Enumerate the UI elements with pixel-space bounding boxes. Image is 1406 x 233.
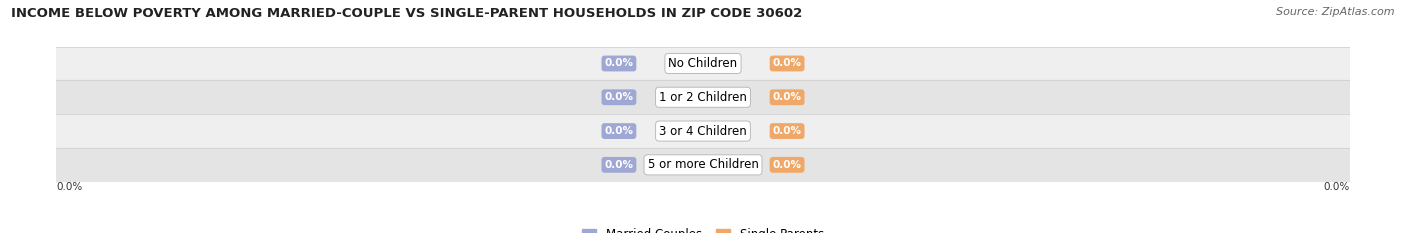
Bar: [56, 47, 1350, 80]
Text: INCOME BELOW POVERTY AMONG MARRIED-COUPLE VS SINGLE-PARENT HOUSEHOLDS IN ZIP COD: INCOME BELOW POVERTY AMONG MARRIED-COUPL…: [11, 7, 803, 20]
Text: 1 or 2 Children: 1 or 2 Children: [659, 91, 747, 104]
Text: 0.0%: 0.0%: [772, 126, 801, 136]
Text: 0.0%: 0.0%: [605, 126, 634, 136]
Text: 3 or 4 Children: 3 or 4 Children: [659, 125, 747, 137]
Text: 0.0%: 0.0%: [605, 58, 634, 69]
Bar: [56, 148, 1350, 182]
Text: 0.0%: 0.0%: [56, 182, 83, 192]
Text: 0.0%: 0.0%: [772, 92, 801, 102]
Bar: [56, 114, 1350, 148]
Legend: Married Couples, Single Parents: Married Couples, Single Parents: [578, 224, 828, 233]
Text: Source: ZipAtlas.com: Source: ZipAtlas.com: [1277, 7, 1395, 17]
Text: No Children: No Children: [668, 57, 738, 70]
Bar: [56, 80, 1350, 114]
Text: 0.0%: 0.0%: [1323, 182, 1350, 192]
Text: 0.0%: 0.0%: [605, 160, 634, 170]
Text: 0.0%: 0.0%: [772, 58, 801, 69]
Text: 0.0%: 0.0%: [605, 92, 634, 102]
Text: 5 or more Children: 5 or more Children: [648, 158, 758, 171]
Text: 0.0%: 0.0%: [772, 160, 801, 170]
